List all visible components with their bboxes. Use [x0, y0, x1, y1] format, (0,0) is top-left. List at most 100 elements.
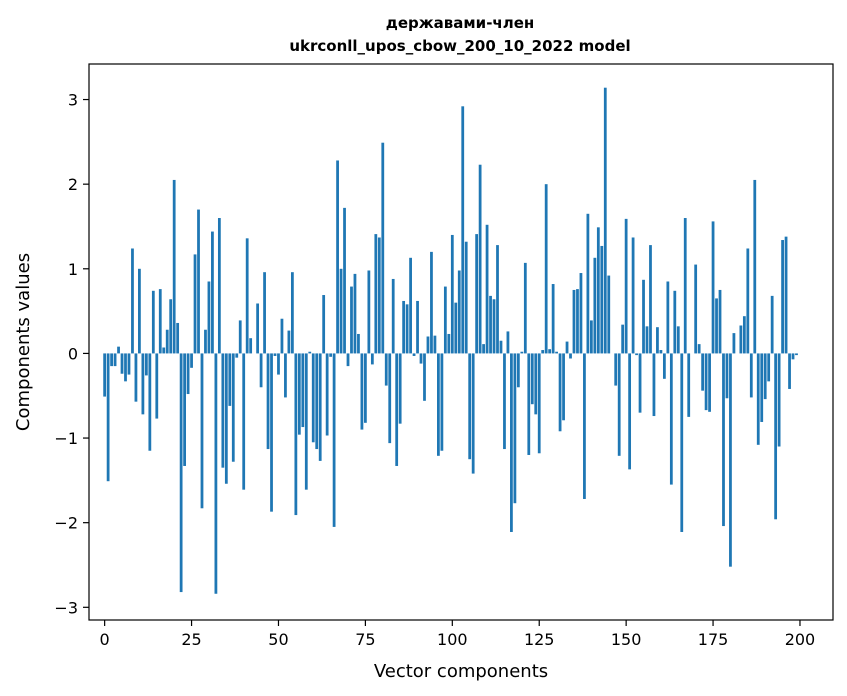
- y-tick-label: 3: [68, 91, 78, 110]
- bar-component-157: [649, 245, 652, 354]
- bar-component-33: [217, 218, 221, 354]
- bar-component-24: [186, 353, 190, 395]
- bar-component-103: [461, 106, 465, 354]
- bar-component-178: [722, 353, 725, 527]
- bar-component-122: [527, 353, 531, 455]
- x-tick-label: 150: [611, 630, 642, 649]
- bar-component-127: [544, 184, 548, 354]
- bar-component-82: [388, 353, 392, 444]
- bar-component-35: [224, 353, 228, 484]
- bar-component-179: [725, 353, 729, 399]
- bar-component-89: [412, 353, 416, 356]
- bar-component-175: [711, 221, 715, 354]
- y-axis-ticks: −3 −2 −1 0 1 2 3: [54, 91, 89, 617]
- bar-component-131: [558, 353, 562, 432]
- bar-component-193: [774, 353, 778, 520]
- bar-component-147: [614, 353, 618, 386]
- bar-component-36: [228, 353, 232, 406]
- bar-component-167: [683, 218, 687, 354]
- bar-component-170: [694, 264, 698, 354]
- bar-component-180: [729, 353, 732, 567]
- bar-component-148: [617, 353, 621, 456]
- bar-component-63: [322, 295, 326, 354]
- bar-component-57: [301, 353, 305, 428]
- y-tick-label: −1: [54, 429, 78, 448]
- bar-component-49: [273, 353, 277, 356]
- bar-component-198: [791, 353, 795, 360]
- bar-component-183: [739, 325, 743, 354]
- bar-component-12: [144, 353, 148, 376]
- bar-component-62: [318, 353, 322, 461]
- bar-component-15: [155, 353, 159, 419]
- bar-component-23: [183, 353, 186, 466]
- bar-component-129: [551, 284, 555, 354]
- bar-component-173: [704, 353, 708, 411]
- bar-component-58: [304, 353, 308, 490]
- bar-component-195: [781, 240, 784, 354]
- bar-component-105: [468, 353, 472, 460]
- bar-component-166: [680, 353, 684, 532]
- bar-component-71: [350, 286, 353, 354]
- bar-component-85: [398, 353, 402, 424]
- bar-component-192: [770, 295, 774, 354]
- bar-component-118: [513, 353, 517, 504]
- bar-component-123: [530, 353, 534, 405]
- bar-component-60: [311, 353, 315, 443]
- bar-component-7: [127, 353, 131, 375]
- bar-component-158: [652, 353, 656, 417]
- x-axis-label: Vector components: [374, 661, 548, 682]
- bar-component-16: [158, 289, 162, 354]
- x-tick-label: 100: [437, 630, 468, 649]
- bar-component-2: [110, 353, 113, 367]
- bar-component-5: [120, 353, 124, 374]
- bar-component-53: [287, 330, 291, 354]
- bar-component-124: [534, 353, 538, 415]
- bar-component-100: [450, 234, 454, 354]
- bar-component-20: [172, 179, 176, 354]
- bar-component-18: [165, 329, 169, 354]
- bar-component-191: [767, 353, 771, 382]
- bar-component-54: [290, 272, 294, 354]
- bar-component-14: [151, 290, 155, 354]
- bar-component-17: [162, 347, 166, 354]
- x-tick-label: 0: [100, 630, 110, 649]
- bar-component-168: [687, 353, 691, 417]
- bar-component-109: [482, 344, 485, 354]
- bars-layer: [103, 87, 798, 594]
- bar-component-68: [339, 268, 343, 354]
- bar-component-196: [784, 236, 788, 354]
- bar-component-48: [270, 353, 273, 512]
- bar-component-162: [666, 281, 670, 354]
- bar-component-29: [204, 329, 207, 354]
- plot-frame: [88, 63, 834, 621]
- bar-component-80: [381, 142, 385, 354]
- bar-component-4: [117, 346, 120, 354]
- bar-component-138: [583, 353, 586, 499]
- bar-component-74: [360, 353, 364, 430]
- bar-component-96: [437, 353, 440, 456]
- bar-component-184: [742, 316, 746, 354]
- bar-component-121: [523, 262, 527, 354]
- bar-component-164: [673, 290, 677, 354]
- bar-component-37: [231, 353, 235, 462]
- bar-component-142: [596, 227, 600, 354]
- bar-component-161: [662, 353, 666, 379]
- chart-title-line-1: державами-член: [386, 14, 535, 32]
- bar-component-104: [464, 241, 468, 354]
- bar-component-114: [499, 340, 503, 354]
- bar-component-97: [440, 353, 444, 451]
- bar-component-116: [506, 331, 510, 354]
- bar-component-0: [103, 353, 107, 397]
- bar-component-8: [131, 248, 134, 354]
- bar-component-111: [489, 295, 492, 354]
- y-tick-label: 1: [68, 260, 78, 279]
- bar-component-73: [357, 333, 360, 354]
- bar-component-136: [576, 289, 579, 354]
- bar-component-83: [391, 278, 395, 354]
- y-tick-label: −2: [54, 514, 78, 533]
- bar-component-99: [447, 333, 451, 354]
- bar-component-46: [263, 272, 266, 354]
- bar-component-145: [607, 275, 611, 354]
- bar-component-11: [141, 353, 145, 415]
